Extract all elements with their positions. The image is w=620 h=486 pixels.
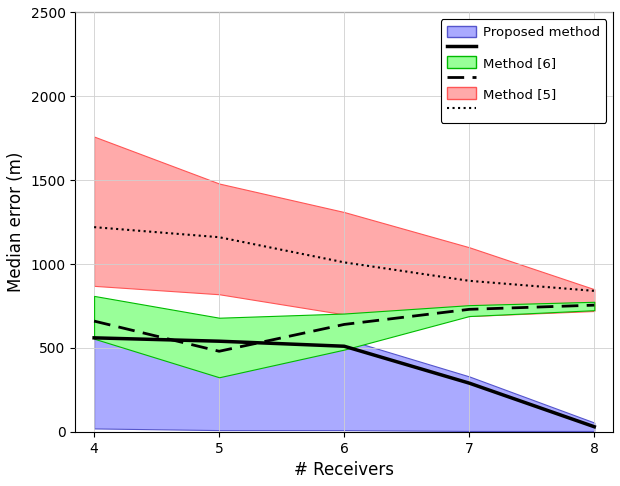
X-axis label: # Receivers: # Receivers [294,461,394,479]
Y-axis label: Median error (m): Median error (m) [7,152,25,292]
Legend: Proposed method, , Method [6], , Method [5], : Proposed method, , Method [6], , Method … [441,19,606,122]
